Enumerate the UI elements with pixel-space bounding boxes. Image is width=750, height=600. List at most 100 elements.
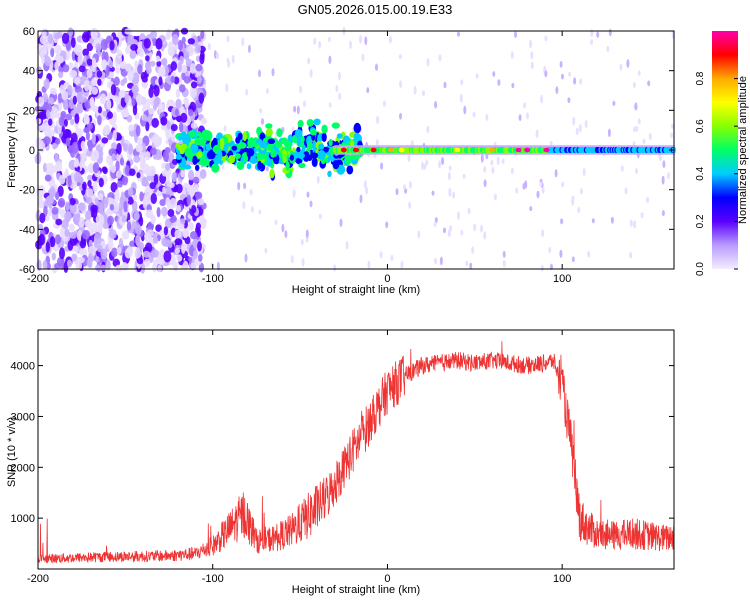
signal-blob (331, 122, 340, 129)
y-tick-label: 60 (23, 26, 35, 38)
noise-blob (74, 77, 81, 85)
noise-blob (71, 253, 77, 262)
noise-blob (120, 191, 125, 204)
noise-blob (365, 186, 369, 195)
noise-blob (39, 35, 48, 45)
spectrogram-noise-layer (34, 26, 675, 274)
noise-blob (102, 167, 108, 175)
noise-blob (100, 264, 107, 272)
noise-blob (190, 81, 198, 89)
noise-blob (51, 252, 56, 261)
signal-blob (297, 119, 304, 128)
snr-y-label: SNR (10 * v/v) (6, 417, 18, 487)
chart-title: GN05.2026.015.00.19.E33 (297, 2, 453, 17)
noise-blob (571, 195, 575, 202)
signal-peak (353, 147, 359, 153)
noise-blob (76, 256, 85, 264)
signal-blob (294, 129, 303, 139)
noise-blob (74, 171, 82, 183)
x-tick-label: -200 (27, 273, 49, 285)
noise-blob (127, 143, 134, 155)
noise-blob (110, 164, 117, 174)
noise-blob (74, 85, 82, 94)
noise-blob (47, 97, 55, 106)
noise-blob (142, 114, 148, 122)
noise-blob (483, 231, 487, 240)
noise-blob (483, 166, 487, 173)
noise-blob (126, 221, 132, 231)
noise-blob (510, 51, 514, 60)
noise-blob (529, 206, 533, 212)
noise-blob (125, 164, 130, 174)
noise-blob (99, 93, 107, 105)
noise-blob (62, 64, 70, 73)
noise-blob (115, 134, 123, 141)
noise-blob (179, 55, 184, 65)
signal-blob (316, 150, 326, 160)
noise-blob (70, 37, 76, 48)
noise-blob (75, 261, 83, 271)
noise-blob (620, 165, 624, 172)
noise-blob (181, 36, 186, 44)
noise-blob (161, 206, 168, 217)
noise-blob (200, 117, 207, 125)
noise-blob (364, 36, 368, 46)
noise-blob (134, 60, 139, 69)
signal-blob (194, 164, 200, 171)
noise-blob (460, 229, 464, 236)
noise-blob (423, 163, 427, 170)
noise-blob (166, 120, 171, 130)
noise-blob (64, 228, 70, 237)
noise-blob (183, 97, 189, 105)
noise-blob (155, 224, 162, 232)
noise-blob (475, 73, 479, 79)
noise-blob (152, 262, 157, 273)
noise-blob (136, 172, 141, 179)
noise-blob (241, 37, 245, 47)
noise-blob (610, 216, 614, 224)
noise-blob (113, 95, 119, 103)
noise-blob (626, 59, 630, 68)
signal-blob (310, 152, 319, 159)
signal-blob (285, 161, 290, 171)
noise-blob (79, 96, 87, 103)
signal-blob (344, 154, 352, 165)
noise-blob (471, 246, 475, 254)
noise-blob (247, 44, 251, 53)
signal-blob (275, 140, 283, 149)
noise-blob (116, 170, 122, 179)
signal-blob (270, 148, 276, 158)
noise-blob (101, 59, 108, 70)
noise-blob (82, 181, 87, 191)
signal-peak (454, 147, 461, 153)
noise-blob (149, 60, 156, 67)
noise-blob (47, 118, 53, 126)
noise-blob (169, 216, 176, 223)
noise-blob (149, 182, 156, 190)
noise-blob (266, 88, 269, 95)
noise-blob (188, 186, 196, 198)
noise-blob (112, 129, 117, 142)
noise-blob (110, 83, 117, 96)
noise-blob (619, 63, 623, 71)
noise-blob (667, 172, 671, 180)
noise-blob (83, 115, 90, 125)
noise-blob (76, 103, 82, 113)
noise-blob (83, 127, 90, 134)
noise-blob (72, 95, 78, 105)
noise-blob (71, 141, 79, 154)
noise-blob (135, 94, 144, 104)
noise-blob (612, 100, 616, 106)
noise-blob (168, 182, 175, 189)
noise-blob (192, 176, 200, 184)
noise-blob (136, 257, 144, 265)
noise-blob (124, 93, 129, 104)
noise-blob (65, 201, 70, 212)
noise-blob (165, 176, 171, 187)
signal-blob (353, 122, 362, 134)
noise-blob (79, 248, 84, 256)
noise-blob (175, 88, 181, 99)
noise-blob (57, 92, 63, 104)
noise-blob (629, 252, 633, 259)
noise-blob (95, 42, 102, 52)
